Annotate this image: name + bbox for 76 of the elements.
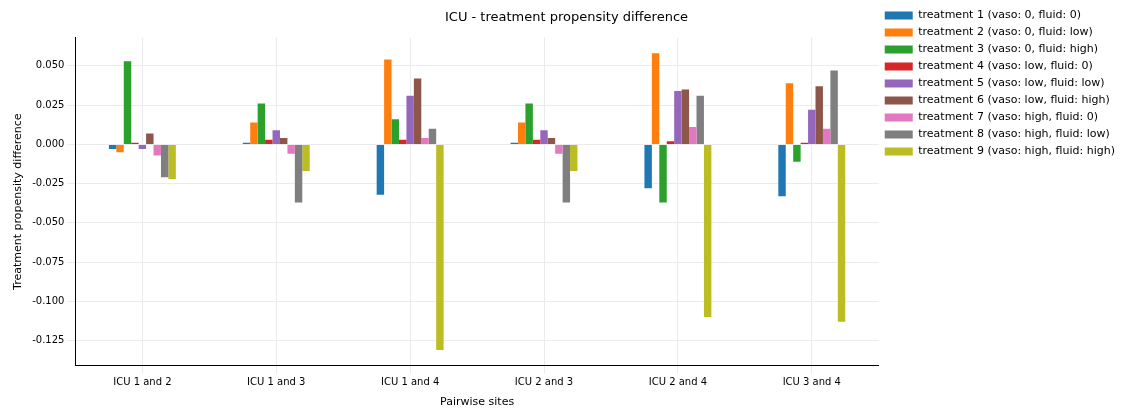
y-tick-label: 0.000 — [35, 137, 65, 149]
bar — [168, 144, 176, 179]
x-tick-label: ICU 2 and 4 — [648, 376, 708, 388]
x-tick-label: ICU 1 and 4 — [380, 376, 440, 388]
bar — [517, 122, 526, 144]
y-tick-label: 0.050 — [35, 59, 65, 71]
bar — [525, 103, 533, 144]
bar — [674, 90, 682, 144]
bar — [651, 53, 660, 144]
y-tick-label: -0.025 — [32, 177, 65, 189]
bar — [666, 141, 675, 144]
bar — [696, 95, 704, 144]
bar — [436, 144, 444, 351]
bar — [808, 109, 816, 144]
bar — [830, 70, 838, 144]
bar — [287, 144, 295, 154]
bar — [257, 103, 266, 144]
bar — [406, 95, 414, 144]
bar — [644, 144, 652, 189]
bar — [703, 144, 712, 318]
legend-label: treatment 9 (vaso: high, fluid: high) — [918, 144, 1116, 158]
bar — [294, 144, 303, 203]
bar — [123, 61, 132, 144]
legend-label: treatment 4 (vaso: low, fluid: 0) — [918, 59, 1093, 73]
x-tick-label: ICU 2 and 3 — [514, 376, 574, 388]
bar — [428, 128, 437, 144]
legend-label: treatment 1 (vaso: 0, fluid: 0) — [918, 8, 1082, 22]
bar — [570, 144, 578, 172]
bar — [116, 144, 124, 153]
bar — [160, 144, 169, 178]
bar — [540, 130, 548, 144]
bar — [153, 144, 161, 156]
legend-label: treatment 8 (vaso: high, fluid: low) — [918, 127, 1110, 141]
x-tick-label: ICU 1 and 3 — [247, 376, 306, 388]
bar — [391, 119, 399, 144]
y-tick-label: -0.050 — [32, 216, 65, 228]
bar — [793, 144, 801, 162]
bar — [302, 144, 310, 172]
bar — [413, 78, 422, 144]
bar — [279, 138, 288, 144]
y-tick-label: -0.100 — [32, 295, 65, 307]
y-tick-label: -0.125 — [32, 334, 65, 346]
bar — [265, 139, 273, 144]
bar — [272, 130, 280, 144]
bar — [659, 144, 667, 203]
bar — [532, 139, 541, 144]
y-tick-label: 0.025 — [35, 98, 65, 110]
bar — [108, 144, 117, 150]
bar — [250, 122, 258, 144]
y-axis-title: Treatment propensity difference — [11, 113, 25, 291]
bar — [376, 144, 385, 195]
x-tick-label: ICU 3 and 4 — [782, 376, 841, 388]
bar — [547, 138, 556, 144]
bar — [785, 83, 794, 144]
bar — [778, 144, 786, 197]
bar — [689, 127, 697, 144]
bar — [146, 133, 154, 144]
x-tick-label: ICU 1 and 2 — [113, 376, 172, 388]
bar — [555, 144, 563, 154]
chart-title: ICU - treatment propensity difference — [444, 9, 689, 25]
bar — [562, 144, 571, 203]
legend-label: treatment 7 (vaso: high, fluid: 0) — [918, 110, 1099, 124]
legend-label: treatment 2 (vaso: 0, fluid: low) — [918, 25, 1093, 39]
legend-label: treatment 6 (vaso: low, fluid: high) — [918, 93, 1110, 107]
bar — [815, 86, 823, 144]
bar — [837, 144, 846, 322]
bar — [822, 128, 831, 144]
bar — [138, 144, 147, 150]
y-tick-label: -0.075 — [32, 255, 65, 267]
bar — [398, 139, 407, 144]
legend-label: treatment 5 (vaso: low, fluid: low) — [918, 76, 1105, 90]
bar — [681, 89, 690, 144]
bar — [421, 138, 429, 144]
bar — [384, 59, 392, 144]
x-axis-title: Pairwise sites — [440, 395, 515, 409]
legend-label: treatment 3 (vaso: 0, fluid: high) — [918, 42, 1099, 56]
